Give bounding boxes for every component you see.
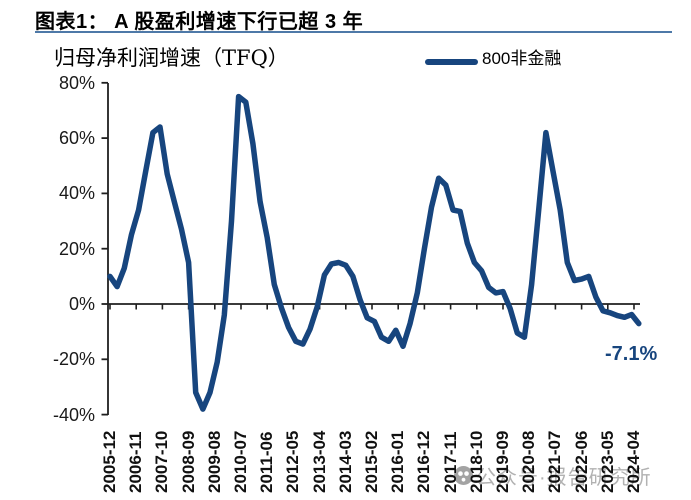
x-tick-label: 2024-04 [623,430,643,493]
last-value-annotation: -7.1% [605,343,658,365]
y-tick-label: 40% [58,183,95,204]
x-tick-label: 2008-09 [178,430,198,493]
y-tick-label: 80% [58,72,95,93]
x-tick-label: 2023-05 [597,430,617,493]
x-tick-label: 2016-01 [388,430,408,493]
x-tick-label: 2017-11 [440,431,460,493]
x-tick-label: 2022-06 [571,430,591,493]
chart-subtitle: 归母净利润增速（TFQ） [54,46,289,70]
x-tick-label: 2006-11 [126,431,146,493]
x-tick-label: 2005-12 [100,430,119,493]
title-rule [35,31,672,33]
legend-label: 800非金融 [482,49,562,68]
y-tick-label: 0% [68,294,95,314]
x-tick-label: 2013-04 [309,430,329,493]
x-tick-label: 2010-07 [230,430,250,493]
watermark-text: 公众号·报告研究所 [476,467,652,489]
data-line-800-nonfinancial [107,93,642,412]
legend: 800非金融 [425,44,561,69]
x-tick-label: 2020-08 [519,430,539,493]
watermark: 公众号·报告研究所 [454,461,652,490]
y-tick-label: -20% [52,349,95,370]
x-tick-label: 2015-02 [361,430,381,493]
y-tick-label: 60% [58,128,95,149]
x-tick-label: 2019-09 [492,430,512,493]
x-tick-label: 2011-06 [257,431,277,493]
legend-line-swatch [425,58,478,65]
x-tick-label: 2007-10 [152,430,172,493]
x-tick-label: 2014-03 [335,430,355,493]
y-tick-label: 20% [58,238,95,259]
x-tick-label: 2018-10 [466,430,486,493]
x-tick-label: 2021-07 [545,430,565,493]
x-tick-label: 2012-05 [283,430,303,493]
x-tick-label: 2016-12 [414,430,434,493]
x-tick-label: 2009-08 [204,430,224,493]
y-tick-label: -40% [52,404,95,425]
panda-chat-logo-icon [454,466,473,485]
figure-title: 图表1： A 股盈利增速下行已超 3 年 [35,11,364,33]
